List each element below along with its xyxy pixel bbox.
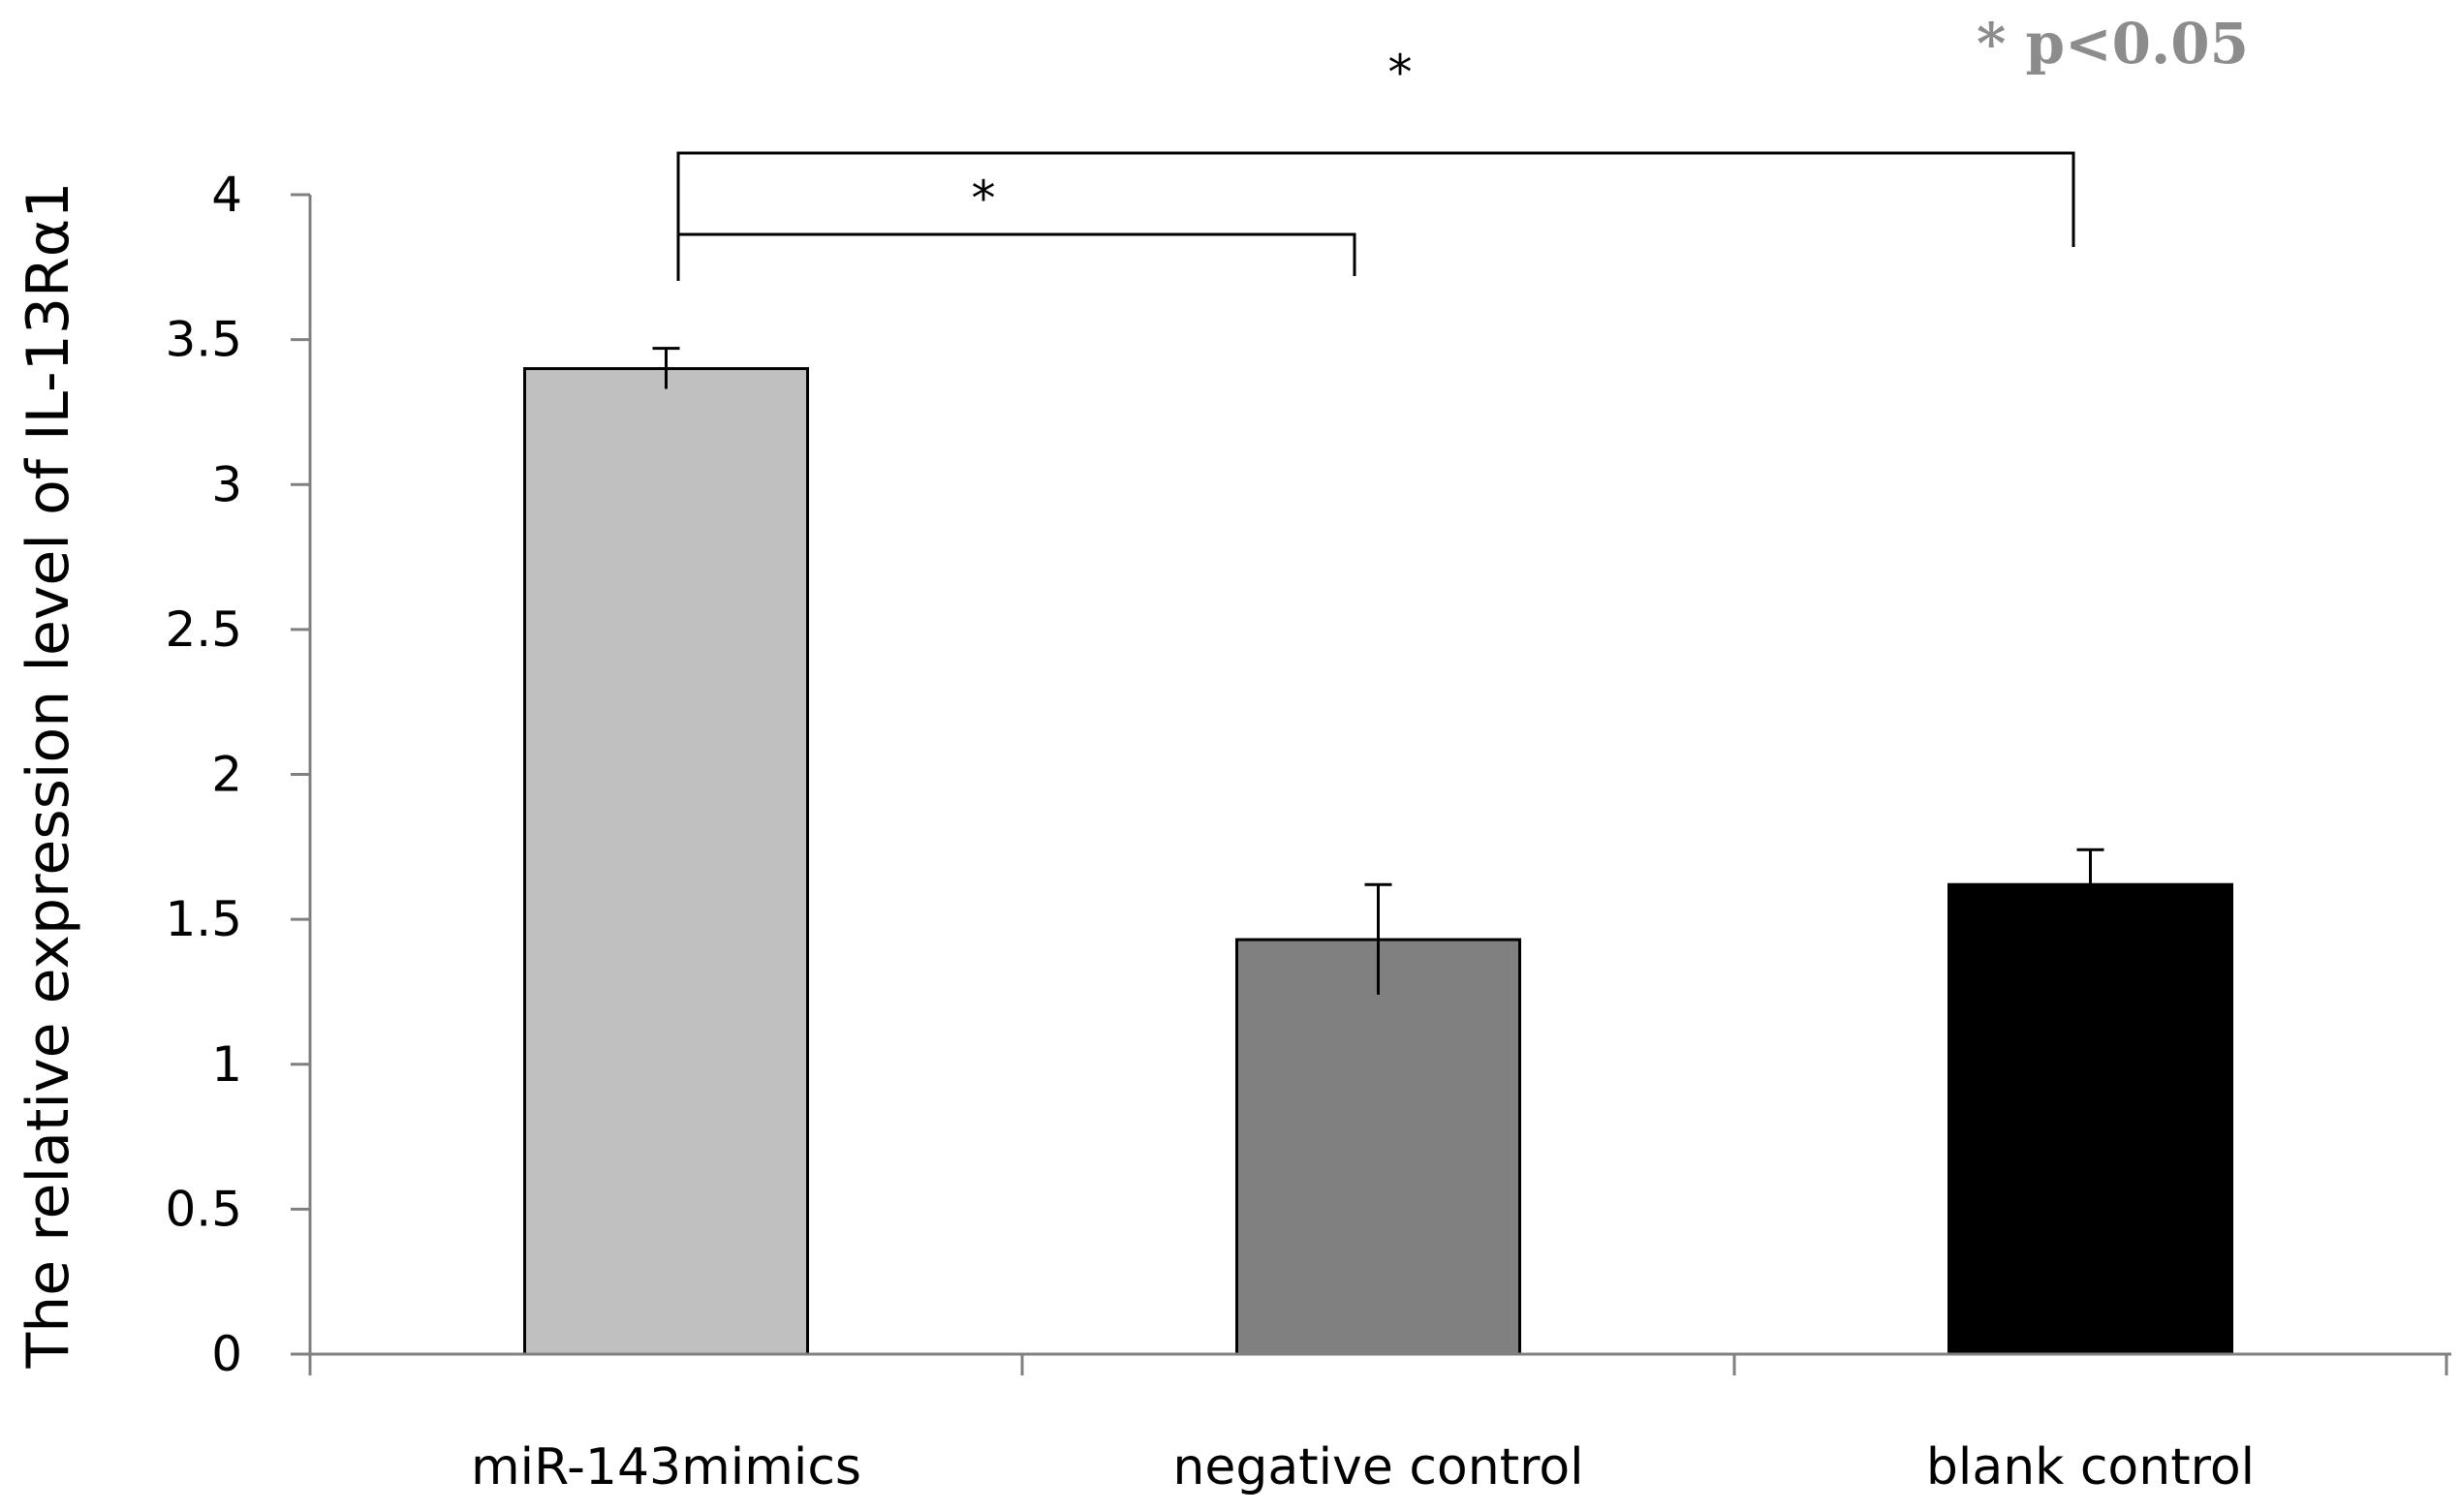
x-category-label: negative control xyxy=(1172,1438,1583,1497)
significance-star-1: * xyxy=(1388,45,1413,101)
significance-star-0: * xyxy=(972,170,996,227)
y-tick-label: 2 xyxy=(211,747,242,803)
y-tick-label: 1 xyxy=(211,1036,242,1093)
significance-bracket-0 xyxy=(676,232,1356,281)
y-tick-label: 0 xyxy=(211,1326,242,1382)
y-axis-title: The relative expression level of IL-13Rα… xyxy=(15,182,82,1370)
y-tick-label: 0.5 xyxy=(165,1181,242,1237)
y-tick-label: 3 xyxy=(211,456,242,512)
x-category-label: blank control xyxy=(1926,1438,2255,1497)
bar-1 xyxy=(1235,938,1521,1356)
y-tick-label: 1.5 xyxy=(165,891,242,947)
y-tick-label: 4 xyxy=(211,167,242,223)
x-category-label: miR-143mimics xyxy=(471,1438,861,1497)
significance-legend-note: * p<0.05 xyxy=(1977,11,2249,77)
significance-bracket-1 xyxy=(676,151,2075,247)
y-tick-label: 2.5 xyxy=(165,602,242,658)
y-tick-label: 3.5 xyxy=(165,312,242,368)
bar-0 xyxy=(523,367,809,1356)
bar-2 xyxy=(1947,882,2233,1356)
